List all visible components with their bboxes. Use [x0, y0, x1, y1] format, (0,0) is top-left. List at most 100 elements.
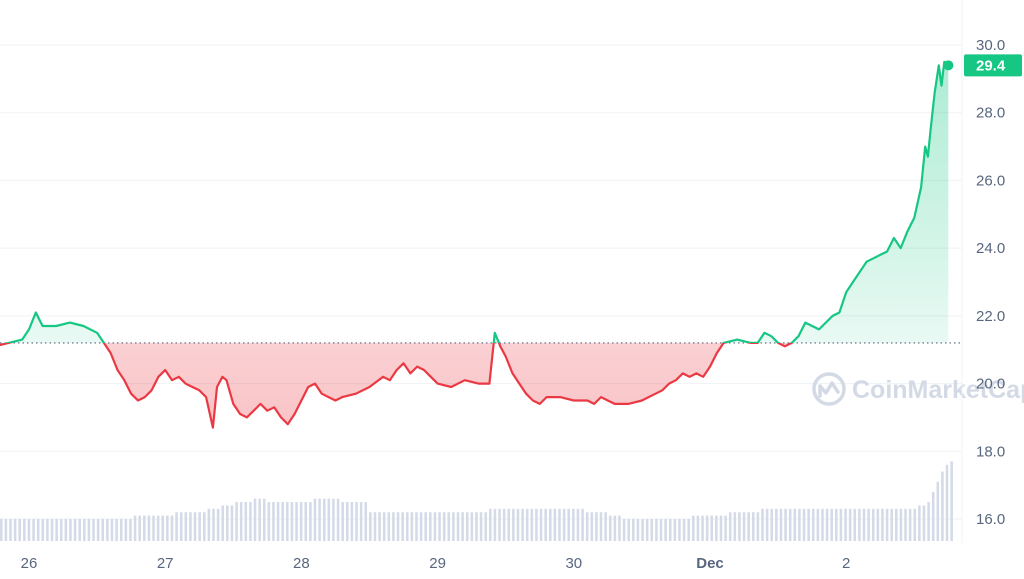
volume-bar [738, 512, 741, 541]
volume-bar [216, 508, 220, 541]
volume-bar [115, 519, 118, 541]
volume-bar [299, 502, 303, 541]
current-price-label: 29.4 [976, 57, 1006, 74]
volume-bar [32, 519, 35, 541]
volume-bar [304, 502, 308, 541]
volume-bar [41, 519, 45, 541]
volume-bar [779, 508, 783, 541]
y-tick-label: 16.0 [976, 511, 1005, 528]
y-axis: 16.0 18.0 20.0 22.0 24.0 26.0 28.0 30.0 [976, 37, 1005, 528]
volume-bar [765, 508, 769, 541]
volume-bar [549, 508, 552, 541]
volume-bar [733, 512, 737, 541]
volume-bar [539, 508, 543, 541]
x-tick-label: 27 [157, 555, 174, 572]
x-axis: 26 27 28 29 30 Dec 2 [21, 555, 851, 572]
volume-bar [636, 519, 640, 541]
volume-bar [249, 502, 252, 541]
volume-bar [410, 512, 414, 541]
volume-bar [479, 512, 483, 541]
volume-bar [59, 519, 63, 541]
volume-bar [83, 519, 86, 541]
volume-bar [881, 508, 884, 541]
price-line-down [0, 342, 794, 429]
watermark: CoinMarketCap [812, 372, 1024, 406]
volume-bar [627, 519, 630, 541]
volume-bar [424, 512, 427, 541]
volume-bar [848, 508, 852, 541]
volume-bar [184, 512, 188, 541]
volume-bar [687, 519, 690, 541]
volume-bar [885, 508, 889, 541]
volume-bar [770, 508, 773, 541]
volume-bar [341, 502, 344, 541]
volume-bar [950, 461, 953, 541]
volume-bar [682, 519, 686, 541]
volume-bar [64, 519, 68, 541]
volume-bar [396, 512, 400, 541]
volume-bar [756, 512, 760, 541]
volume-bar [673, 519, 677, 541]
volume-bar [189, 512, 192, 541]
volume-bar [502, 508, 506, 541]
volume-bar [212, 508, 215, 541]
volume-bar [13, 519, 17, 541]
volume-bar [604, 512, 607, 541]
volume-bar [678, 519, 681, 541]
volume-bar [793, 508, 797, 541]
volume-bar [355, 502, 358, 541]
volume-bar [904, 508, 907, 541]
volume-bar [147, 515, 151, 541]
volume-bar [364, 502, 368, 541]
volume-bar [784, 508, 787, 541]
volume-bar [327, 498, 331, 541]
volume-bar [309, 502, 312, 541]
volume-bar [752, 512, 755, 541]
volume-bar [73, 519, 77, 541]
volume-bar [230, 505, 234, 541]
volume-bar [825, 508, 829, 541]
volume-bar [106, 519, 109, 541]
volume-bar [239, 502, 243, 541]
volume-bar [724, 515, 727, 541]
volume-bar [705, 515, 709, 541]
volume-bar [922, 505, 926, 541]
volume-bar [553, 508, 557, 541]
volume-bar [567, 508, 570, 541]
volume-bar [830, 508, 833, 541]
volume-bar [27, 519, 31, 541]
volume-bar [96, 519, 100, 541]
volume-bar [590, 512, 594, 541]
volume-bar [36, 519, 40, 541]
volume-bar [18, 519, 21, 541]
volume-bar [207, 508, 211, 541]
volume-bar [313, 498, 317, 541]
price-line [0, 60, 950, 429]
volume-bar [562, 508, 566, 541]
current-price-dot [943, 60, 954, 71]
area-fill-down [0, 342, 792, 428]
volume-bar [761, 508, 764, 541]
y-tick-label: 18.0 [976, 443, 1005, 460]
volume-bar [46, 519, 49, 541]
volume-bar [87, 519, 91, 541]
volume-bar [447, 512, 451, 541]
volume-bar [452, 512, 455, 541]
x-tick-label: 28 [293, 555, 310, 572]
volume-bar [156, 515, 160, 541]
volume-bar [788, 508, 792, 541]
volume-bar [608, 515, 612, 541]
volume-bar [332, 498, 335, 541]
volume-bar [405, 512, 409, 541]
volume-bar [456, 512, 460, 541]
area-fill-up [0, 61, 949, 343]
volume-bar [581, 508, 584, 541]
volume-bar [92, 519, 95, 541]
volume-bar [119, 519, 123, 541]
volume-bar [369, 512, 372, 541]
x-tick-label: 26 [21, 555, 38, 572]
volume-bar [461, 512, 464, 541]
volume-bar [78, 519, 81, 541]
volume-bar [599, 512, 603, 541]
